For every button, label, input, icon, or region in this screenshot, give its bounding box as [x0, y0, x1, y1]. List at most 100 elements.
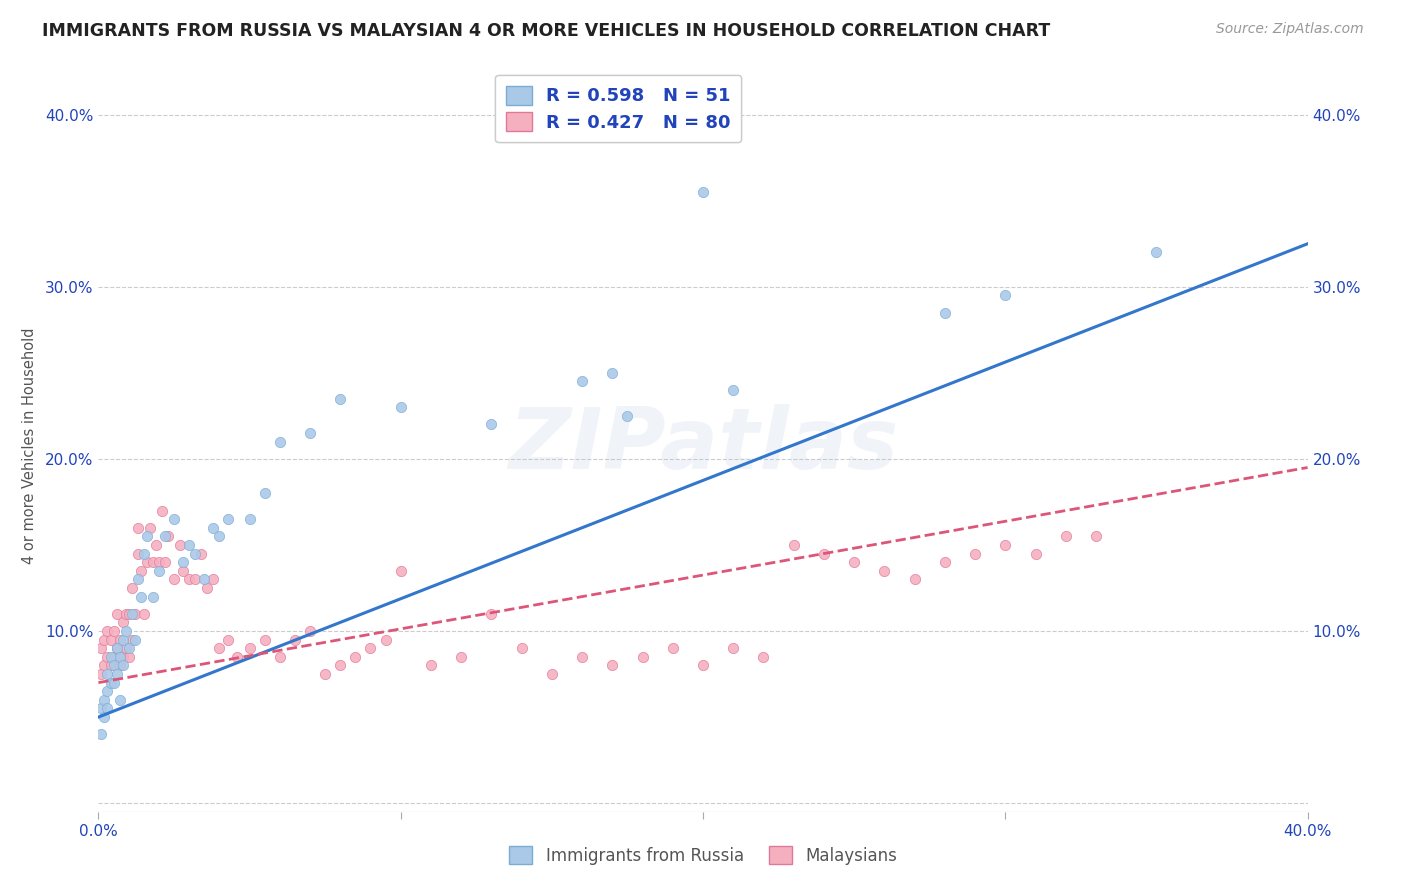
Point — [184, 547, 207, 561]
Point — [481, 607, 503, 621]
Point — [172, 564, 194, 578]
Point — [540, 667, 562, 681]
Point — [105, 641, 128, 656]
Point — [148, 564, 170, 578]
Point — [723, 641, 745, 656]
Point — [90, 667, 112, 681]
Point — [239, 512, 262, 526]
Point — [111, 649, 134, 664]
Point — [510, 641, 533, 656]
Point — [118, 607, 141, 621]
Point — [100, 632, 122, 647]
Point — [994, 538, 1017, 552]
Point — [142, 555, 165, 569]
Point — [127, 547, 149, 561]
Point — [103, 658, 125, 673]
Point — [111, 632, 134, 647]
Point — [934, 305, 956, 319]
Point — [153, 555, 176, 569]
Point — [163, 573, 186, 587]
Point — [299, 624, 322, 638]
Point — [752, 649, 775, 664]
Point — [114, 607, 136, 621]
Text: Source: ZipAtlas.com: Source: ZipAtlas.com — [1216, 22, 1364, 37]
Point — [150, 503, 173, 517]
Point — [127, 521, 149, 535]
Point — [105, 641, 128, 656]
Point — [129, 564, 152, 578]
Point — [844, 555, 866, 569]
Point — [616, 409, 638, 423]
Point — [108, 693, 131, 707]
Point — [269, 434, 291, 449]
Point — [96, 701, 118, 715]
Point — [631, 649, 654, 664]
Point — [135, 555, 157, 569]
Point — [139, 521, 162, 535]
Point — [226, 649, 249, 664]
Point — [108, 658, 131, 673]
Point — [661, 641, 683, 656]
Point — [90, 727, 112, 741]
Point — [114, 624, 136, 638]
Legend: R = 0.598   N = 51, R = 0.427   N = 80: R = 0.598 N = 51, R = 0.427 N = 80 — [495, 75, 741, 143]
Point — [904, 573, 927, 587]
Point — [148, 555, 170, 569]
Point — [195, 581, 218, 595]
Point — [100, 649, 122, 664]
Point — [934, 555, 956, 569]
Point — [103, 649, 125, 664]
Point — [360, 641, 382, 656]
Point — [96, 667, 118, 681]
Point — [132, 547, 155, 561]
Point — [96, 684, 118, 698]
Point — [193, 573, 215, 587]
Point — [93, 710, 115, 724]
Point — [93, 693, 115, 707]
Point — [114, 641, 136, 656]
Point — [129, 590, 152, 604]
Point — [202, 521, 225, 535]
Point — [329, 658, 352, 673]
Point — [93, 632, 115, 647]
Point — [602, 658, 624, 673]
Point — [602, 366, 624, 380]
Point — [121, 607, 143, 621]
Point — [179, 573, 201, 587]
Point — [90, 701, 112, 715]
Point — [783, 538, 806, 552]
Point — [121, 632, 143, 647]
Point — [153, 529, 176, 543]
Point — [179, 538, 201, 552]
Point — [96, 624, 118, 638]
Point — [253, 486, 276, 500]
Point — [329, 392, 352, 406]
Legend: Immigrants from Russia, Malaysians: Immigrants from Russia, Malaysians — [499, 836, 907, 875]
Text: IMMIGRANTS FROM RUSSIA VS MALAYSIAN 4 OR MORE VEHICLES IN HOUSEHOLD CORRELATION : IMMIGRANTS FROM RUSSIA VS MALAYSIAN 4 OR… — [42, 22, 1050, 40]
Point — [190, 547, 212, 561]
Point — [389, 401, 412, 415]
Point — [1144, 245, 1167, 260]
Point — [374, 632, 396, 647]
Text: ZIPatlas: ZIPatlas — [508, 404, 898, 488]
Point — [202, 573, 225, 587]
Point — [118, 649, 141, 664]
Point — [142, 590, 165, 604]
Point — [1054, 529, 1077, 543]
Point — [108, 632, 131, 647]
Point — [723, 383, 745, 397]
Point — [124, 607, 146, 621]
Point — [163, 512, 186, 526]
Point — [389, 564, 412, 578]
Point — [93, 658, 115, 673]
Point — [105, 607, 128, 621]
Point — [108, 649, 131, 664]
Point — [111, 658, 134, 673]
Point — [118, 641, 141, 656]
Point — [169, 538, 191, 552]
Point — [172, 555, 194, 569]
Point — [571, 649, 593, 664]
Point — [208, 641, 231, 656]
Point — [121, 581, 143, 595]
Point — [145, 538, 167, 552]
